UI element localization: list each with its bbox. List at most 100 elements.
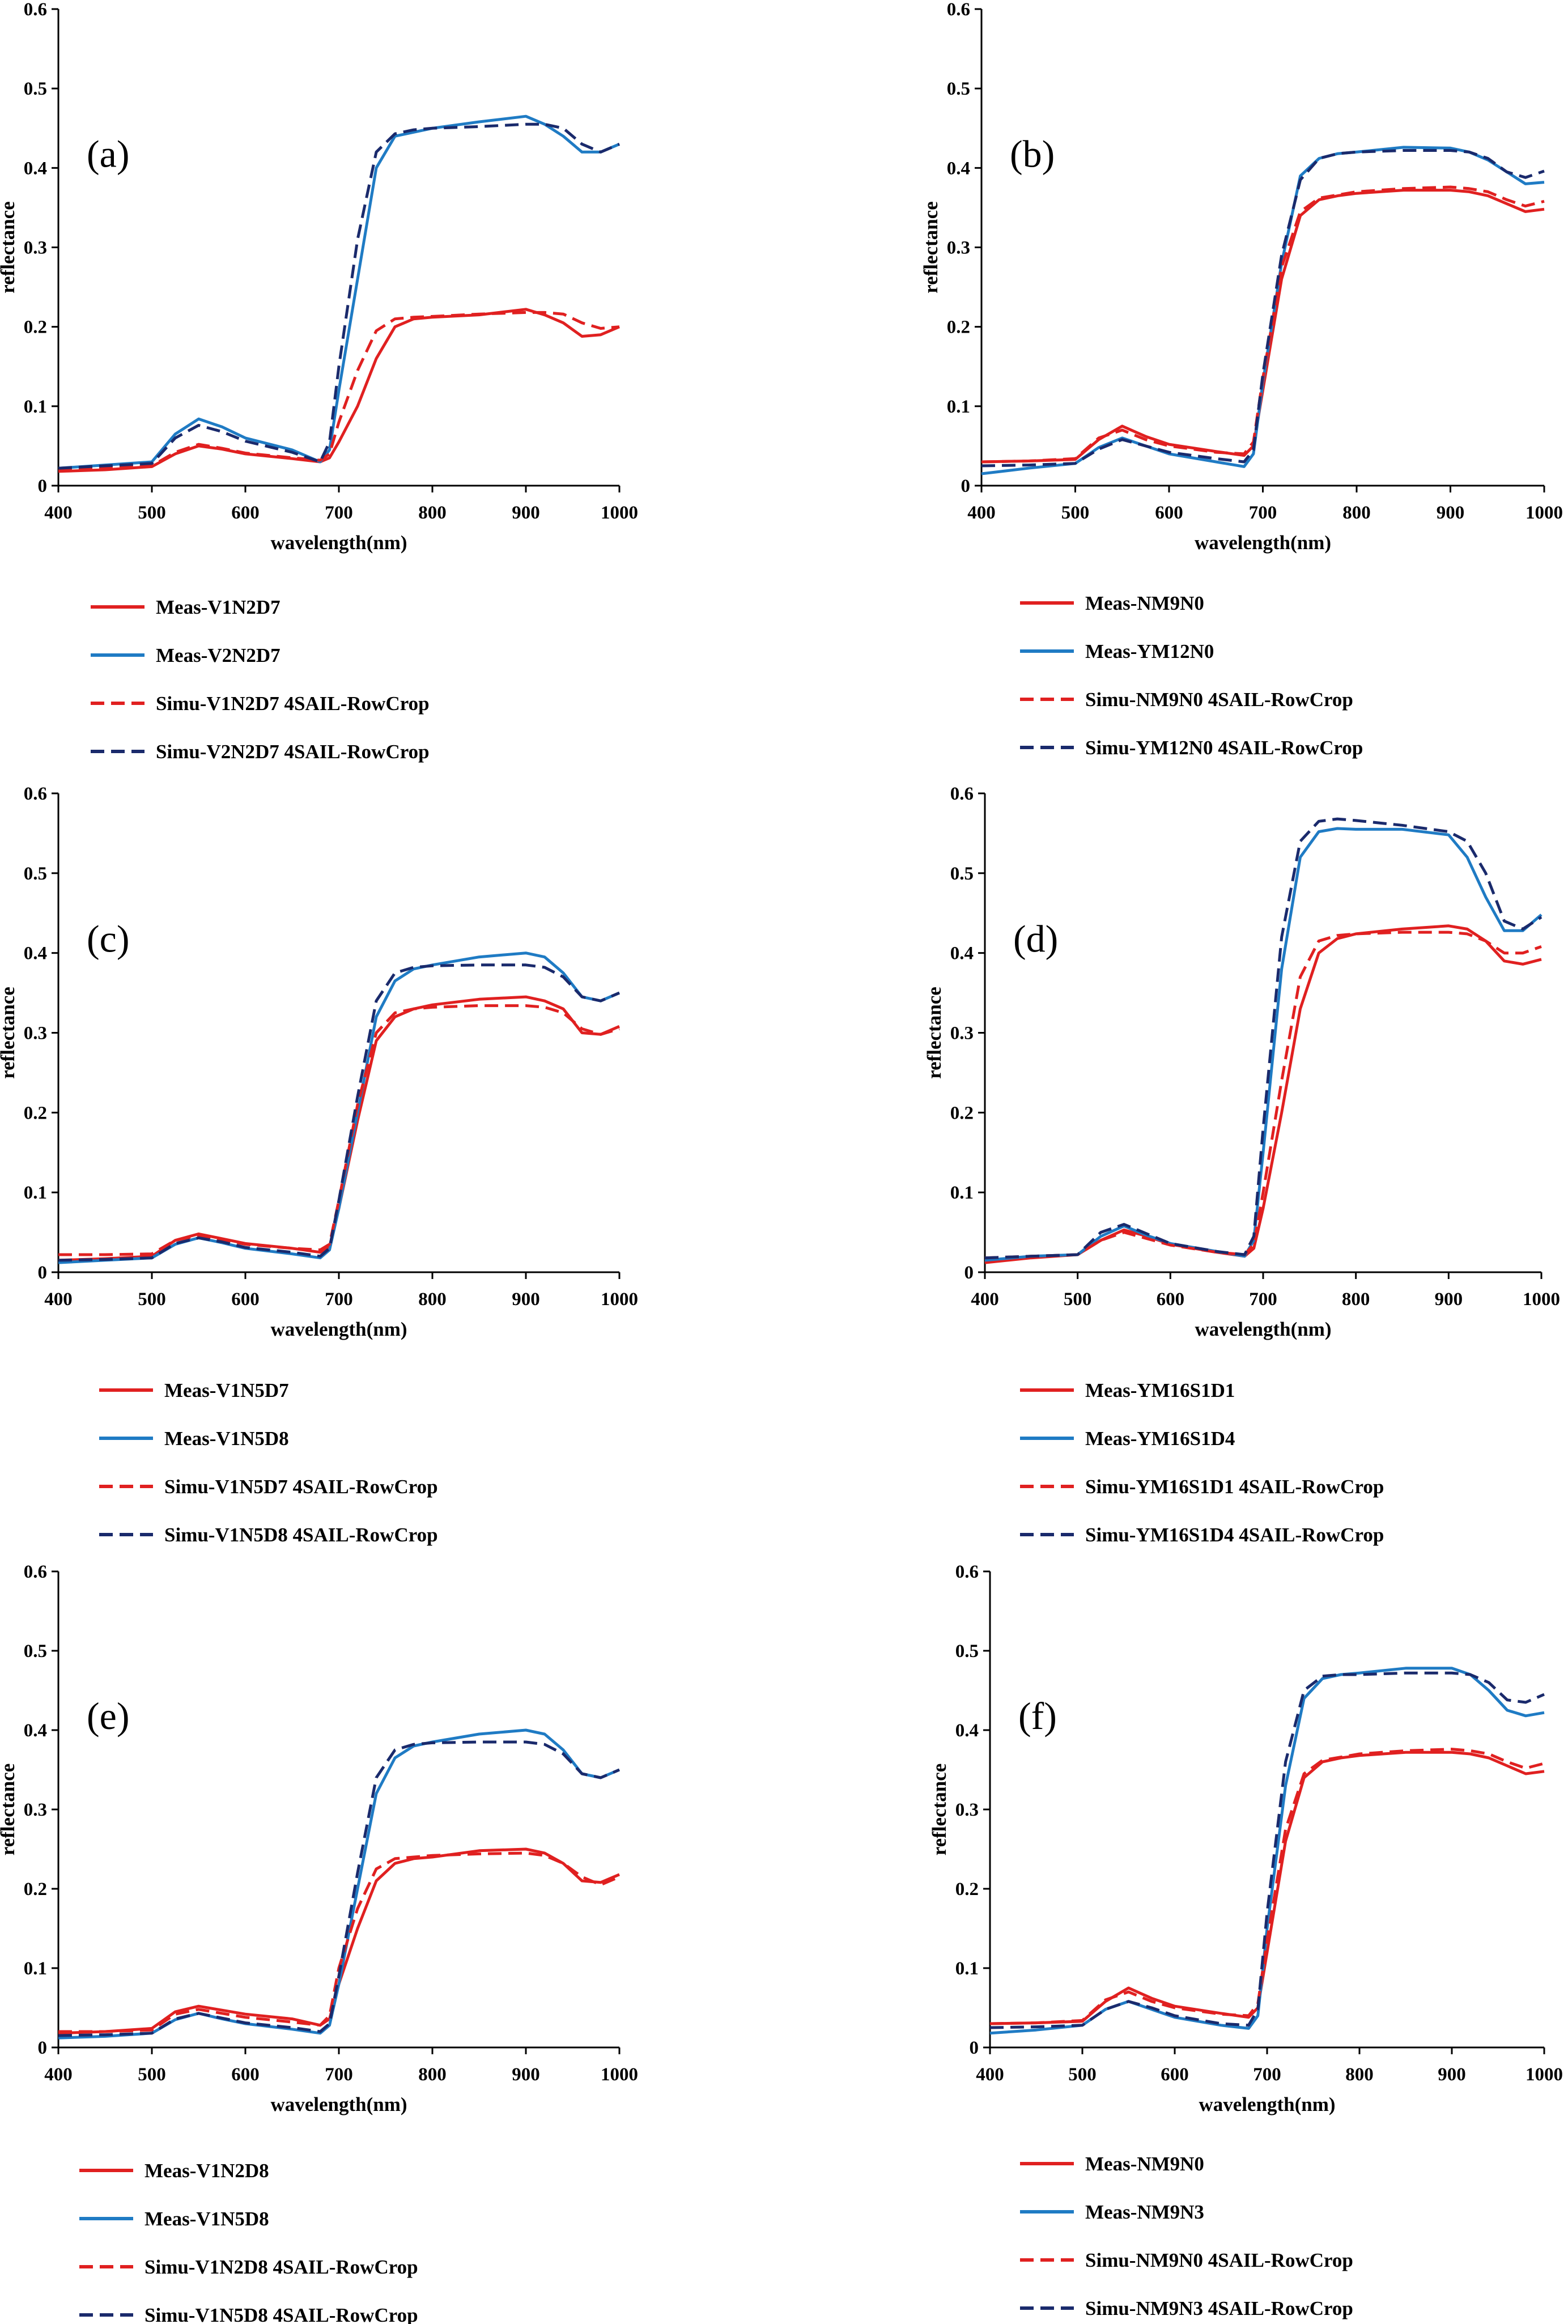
- chart-panel-3: 0 0.1 0.2 0.3 0.4 0.5 0.6 400 500 600 700 800 900 100…: [0, 784, 638, 1340]
- x-axis-title: wavelength(nm): [270, 532, 407, 554]
- chart-panel-6: 0 0.1 0.2 0.3 0.4 0.5 0.6 400 500 600 700 800 900 100…: [928, 1562, 1563, 2115]
- y-tick-label: 0.4: [950, 944, 974, 964]
- x-tick-label: 700: [1249, 1289, 1277, 1310]
- y-tick-label: 0.2: [24, 317, 47, 338]
- legend-entry-label: Simu-V1N2D8 4SAIL-RowCrop: [145, 2256, 418, 2278]
- series-line-meas-nm9n3: [989, 1667, 1545, 2035]
- y-tick-label: 0.1: [950, 1183, 974, 1203]
- series-line-simu-nm9n0: [981, 185, 1545, 464]
- y-tick-label: 0.2: [24, 1879, 47, 1900]
- series-line-simu-ym16s1d4: [984, 817, 1542, 1260]
- legend-entry-label: Meas-NM9N3: [1085, 2201, 1204, 2223]
- x-tick-label: 700: [325, 503, 353, 523]
- x-tick-label: 800: [1342, 1289, 1370, 1310]
- x-tick-label: 500: [138, 503, 166, 523]
- x-tick-label: 1000: [1525, 2064, 1563, 2085]
- x-tick-label: 700: [325, 2064, 353, 2085]
- y-tick-label: 0.3: [955, 1800, 979, 1820]
- x-tick-label: 600: [231, 2064, 260, 2085]
- series-line-simu-v1n5d7: [58, 1004, 620, 1256]
- legend-entry-label: Meas-V1N2D8: [145, 2160, 269, 2182]
- legend-entry-label: Simu-NM9N3 4SAIL-RowCrop: [1085, 2297, 1353, 2319]
- x-tick-label: 400: [976, 2064, 1004, 2085]
- panel-label: (d): [1013, 917, 1058, 961]
- y-axis-title: reflectance: [928, 1764, 950, 1856]
- y-tick-label: 0.1: [955, 1958, 979, 1979]
- series-line-simu-v1n5d8: [58, 1740, 620, 2037]
- x-tick-label: 800: [1342, 503, 1371, 523]
- panel-label: (c): [87, 917, 129, 961]
- x-axis-title: wavelength(nm): [1195, 532, 1331, 554]
- x-tick-label: 600: [1155, 503, 1183, 523]
- series-line-meas-ym16s1d4: [984, 827, 1542, 1262]
- panel-label: (f): [1018, 1694, 1057, 1737]
- y-tick-label: 0.3: [24, 238, 47, 258]
- chart-panel-4: 0 0.1 0.2 0.3 0.4 0.5 0.6 400 500 600 700 800 900 100…: [923, 784, 1560, 1340]
- y-tick-label: 0.5: [24, 864, 47, 884]
- x-tick-label: 500: [138, 2064, 166, 2085]
- chart-panel-5: 0 0.1 0.2 0.3 0.4 0.5 0.6 400 500 600 700 800 900 100…: [0, 1562, 638, 2115]
- series-line-meas-ym16s1d1: [984, 924, 1542, 1264]
- y-tick-label: 0.1: [947, 397, 970, 417]
- series-line-meas-nm9n0: [989, 1751, 1545, 2025]
- series-line-simu-v2n2d7: [58, 122, 620, 470]
- x-tick-label: 700: [1253, 2064, 1281, 2085]
- legend: Meas-NM9N0 Meas-YM12N0 Simu-NM9N0 4SAIL-Ro…: [1020, 592, 1363, 759]
- x-tick-label: 600: [231, 503, 260, 523]
- legend: Meas-V1N2D8 Meas-V1N5D8 Simu-V1N2D8 4SAIL-…: [79, 2160, 418, 2324]
- x-axis-title: wavelength(nm): [270, 2093, 407, 2115]
- y-tick-label: 0.3: [24, 1800, 47, 1820]
- y-tick-label: 0.6: [955, 1562, 979, 1582]
- x-tick-label: 400: [971, 1289, 999, 1310]
- y-tick-label: 0.6: [24, 1562, 47, 1582]
- y-tick-label: 0.5: [24, 1641, 47, 1662]
- y-tick-label: 0.5: [947, 79, 970, 99]
- legend-entry-label: Meas-NM9N0: [1085, 2153, 1204, 2175]
- legend-entry-label: Meas-V2N2D7: [156, 644, 281, 666]
- legend-entry-label: Simu-V1N2D7 4SAIL-RowCrop: [156, 692, 430, 715]
- x-tick-label: 1000: [1525, 503, 1563, 523]
- series-line-meas-v1n2d7: [58, 308, 620, 473]
- x-tick-label: 600: [1157, 1289, 1185, 1310]
- legend-entry-label: Meas-V1N2D7: [156, 596, 281, 618]
- legend-entry-label: Meas-V1N5D8: [164, 1427, 289, 1450]
- y-tick-label: 0.3: [950, 1023, 974, 1044]
- legend-entry-label: Simu-V1N5D7 4SAIL-RowCrop: [164, 1476, 438, 1498]
- legend-entry-label: Simu-V1N5D8 4SAIL-RowCrop: [145, 2304, 418, 2324]
- y-tick-label: 0.2: [947, 317, 970, 338]
- y-tick-label: 0.5: [950, 864, 974, 884]
- x-tick-label: 800: [1345, 2064, 1374, 2085]
- y-tick-label: 0: [38, 2038, 48, 2058]
- series-line-simu-nm9n0: [989, 1748, 1545, 2025]
- legend-entry-label: Meas-YM16S1D1: [1085, 1379, 1235, 1401]
- series-line-meas-v1n5d8: [58, 1728, 620, 2040]
- legend: Meas-V1N5D7 Meas-V1N5D8 Simu-V1N5D7 4SAIL-…: [99, 1379, 438, 1546]
- y-axis-title: reflectance: [0, 1764, 19, 1856]
- series-line-meas-v2n2d7: [58, 114, 620, 470]
- legend: Meas-NM9N0 Meas-NM9N3 Simu-NM9N0 4SAIL-Row…: [1020, 2153, 1353, 2319]
- y-tick-label: 0.3: [947, 238, 970, 258]
- x-tick-label: 600: [1161, 2064, 1189, 2085]
- y-tick-label: 0.4: [947, 158, 970, 179]
- legend-entry-label: Meas-V1N5D8: [145, 2208, 269, 2230]
- y-tick-label: 0.6: [947, 0, 970, 20]
- x-tick-label: 400: [44, 503, 73, 523]
- y-tick-label: 0.2: [950, 1103, 974, 1123]
- x-axis-title: wavelength(nm): [270, 1318, 407, 1340]
- legend-entry-label: Simu-NM9N0 4SAIL-RowCrop: [1085, 689, 1353, 711]
- x-tick-label: 700: [1249, 503, 1277, 523]
- x-tick-label: 1000: [1523, 1289, 1560, 1310]
- series-line-meas-v1n2d8: [58, 1847, 620, 2035]
- x-tick-label: 500: [1068, 2064, 1097, 2085]
- x-tick-label: 400: [967, 503, 996, 523]
- x-tick-label: 1000: [601, 503, 638, 523]
- y-tick-label: 0: [964, 1263, 974, 1283]
- x-axis-title: wavelength(nm): [1195, 1318, 1331, 1340]
- legend-entry-label: Meas-V1N5D7: [164, 1379, 289, 1401]
- y-tick-label: 0.6: [950, 784, 974, 804]
- y-tick-label: 0.4: [955, 1720, 979, 1741]
- y-tick-label: 0: [970, 2038, 979, 2058]
- series-line-meas-v1n5d7: [58, 995, 620, 1262]
- y-tick-label: 0.1: [24, 1183, 47, 1203]
